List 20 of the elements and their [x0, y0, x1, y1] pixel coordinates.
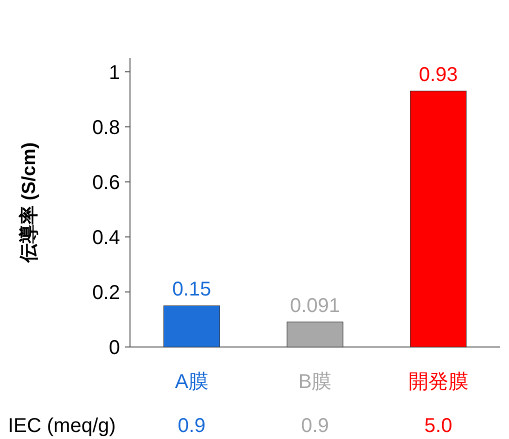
text: IEC (meq/g) [8, 415, 116, 437]
y-axis-title: 伝導率 (S/cm) [18, 142, 40, 264]
y-tick-label: 1 [108, 62, 120, 84]
data-label: 0.15 [172, 278, 212, 301]
y-tick-label: 0.2 [92, 282, 120, 304]
y-tick-label: 0 [108, 337, 120, 359]
data-label: 0.091 [290, 294, 340, 317]
x-tick-label: 開発膜 [408, 371, 468, 393]
y-tick-label: 0.6 [92, 172, 120, 194]
x-tick-label: A膜 [174, 371, 208, 393]
y-tick-label: 0.8 [92, 116, 120, 139]
y-tick-label: 0.4 [92, 226, 120, 249]
bar [163, 305, 220, 348]
bar [410, 90, 467, 348]
text: 0.9 [301, 415, 329, 437]
text: 0.9 [178, 415, 206, 437]
x-tick-label: B膜 [298, 371, 332, 393]
data-label: 0.93 [418, 64, 458, 86]
bar [286, 322, 344, 348]
text: 5.0 [424, 415, 452, 437]
